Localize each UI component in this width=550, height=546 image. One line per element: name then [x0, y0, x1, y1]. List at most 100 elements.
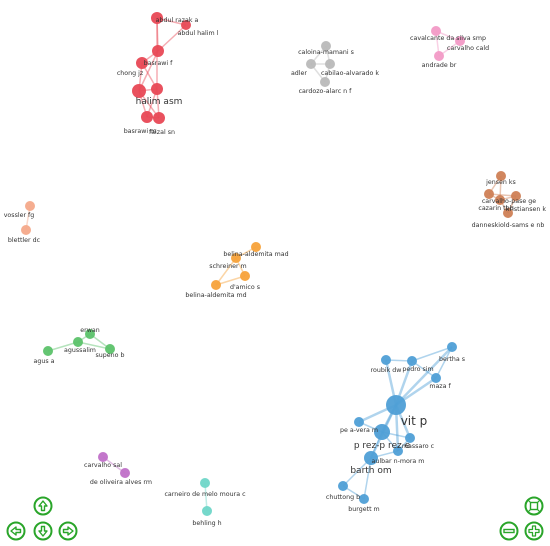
arrow-right-icon — [58, 521, 78, 541]
node-carvalho-cald[interactable] — [455, 36, 465, 46]
pan-right-button[interactable] — [58, 521, 78, 541]
arrow-left-icon — [6, 521, 26, 541]
node-basrawi-m[interactable] — [141, 111, 153, 123]
node-label-halim-asm: halim asm — [136, 97, 183, 107]
node-label-andrade: andrade br — [422, 62, 457, 69]
node-layer[interactable] — [21, 12, 521, 516]
node-oliveira[interactable] — [120, 468, 130, 478]
node-belina-mad[interactable] — [251, 242, 261, 252]
node-label-oliveira: de oliveira alves rm — [90, 479, 152, 486]
node-agussalim[interactable] — [73, 337, 83, 347]
node-perez-vera[interactable] — [354, 417, 364, 427]
node-chong[interactable] — [136, 57, 148, 69]
node-vit[interactable] — [386, 395, 406, 415]
node-roubik[interactable] — [381, 355, 391, 365]
node-belina-md[interactable] — [211, 280, 221, 290]
node-label-vossler: vossler fg — [4, 212, 35, 219]
node-label-massaro: massaro c — [402, 443, 435, 450]
node-kristiansen[interactable] — [511, 191, 521, 201]
node-barth[interactable] — [364, 451, 378, 465]
node-aulbar[interactable] — [393, 446, 403, 456]
node-pedro[interactable] — [407, 356, 417, 366]
node-andrade[interactable] — [434, 51, 444, 61]
node-label-schreiner: schreiner m — [209, 263, 246, 270]
node-label-supeno: supeno b — [96, 352, 125, 359]
node-chuttong[interactable] — [338, 481, 348, 491]
node-vossler[interactable] — [25, 201, 35, 211]
node-label-damico: d'amico s — [230, 284, 260, 291]
node-adler[interactable] — [306, 59, 316, 69]
node-halim2[interactable] — [151, 83, 163, 95]
node-caloina[interactable] — [321, 41, 331, 51]
pan-left-button[interactable] — [6, 521, 26, 541]
node-massaro[interactable] — [405, 433, 415, 443]
node-label-belina-md: belina-aldemita md — [185, 292, 246, 299]
node-behling[interactable] — [202, 506, 212, 516]
edge-layer — [25, 17, 517, 512]
node-label-burgett: burgett m — [348, 506, 379, 513]
edge-agussalim-supeno — [77, 341, 111, 350]
node-faizal[interactable] — [153, 112, 165, 124]
pan-down-button[interactable] — [33, 521, 53, 541]
node-label-vit: vit p — [401, 414, 428, 428]
node-label-carvalho-cald: carvalho cald — [447, 45, 489, 52]
node-label-belina-mad: belina-aldemita mad — [223, 251, 288, 258]
node-label-agus: agus a — [34, 358, 55, 365]
zoom-out-button[interactable] — [499, 521, 519, 541]
node-label-abdul-razak: abdul razak a — [156, 17, 199, 24]
node-cazarin[interactable] — [495, 195, 505, 205]
node-label-cardozo: cardozo-alarc n f — [299, 88, 353, 95]
node-label-erwan: erwan — [80, 327, 99, 334]
label-layer: abdul razak a abdul halim l basrawi fchong… — [4, 17, 547, 527]
node-danneskiold[interactable] — [503, 208, 513, 218]
node-erwan[interactable] — [85, 329, 95, 339]
node-label-caloina: caloina-mamani s — [298, 49, 354, 56]
zoom-fit-button[interactable] — [524, 496, 544, 516]
node-label-basrawi-f: basrawi f — [144, 60, 173, 67]
minus-icon — [499, 521, 519, 541]
plus-icon — [524, 521, 544, 541]
node-label-agussalim: agussalim — [64, 347, 96, 354]
edge-abdul_halim-basrawi_f — [157, 24, 187, 52]
node-cabilao[interactable] — [325, 59, 335, 69]
zoom-in-button[interactable] — [524, 521, 544, 541]
node-agus[interactable] — [43, 346, 53, 356]
node-label-carneiro: carneiro de melo moura c — [164, 491, 246, 498]
node-label-roubik: roubik dw — [371, 367, 402, 374]
node-perez-rez[interactable] — [374, 424, 390, 440]
node-label-carvalho-pase: carvalho-pase ge — [482, 198, 536, 205]
node-label-bertha: bertha s — [439, 356, 465, 363]
node-carvalho-sal[interactable] — [98, 452, 108, 462]
node-label-jensen: jensen ks — [485, 179, 516, 186]
node-blettler[interactable] — [21, 225, 31, 235]
node-maza[interactable] — [431, 373, 441, 383]
node-label-perez-vera: pe a-vera m — [340, 427, 378, 434]
node-cavalcante[interactable] — [431, 26, 441, 36]
node-abdul-razak[interactable] — [151, 12, 163, 24]
node-carneiro[interactable] — [200, 478, 210, 488]
node-label-abdul-halim: abdul halim l — [178, 30, 219, 37]
node-halim-asm[interactable] — [132, 84, 146, 98]
node-carvalho-pase[interactable] — [484, 189, 494, 199]
node-damico[interactable] — [240, 271, 250, 281]
node-label-chuttong: chuttong b — [326, 494, 360, 501]
node-label-cabilao: cabilao-alvarado k — [321, 70, 379, 77]
node-label-kristiansen: kristiansen k — [506, 206, 546, 213]
node-abdul-halim[interactable] — [181, 20, 191, 30]
arrow-up-icon — [33, 496, 53, 516]
node-label-chong: chong jz — [117, 70, 144, 77]
node-label-perez-rez: p rez-p rez e — [354, 441, 411, 451]
node-label-blettler: blettler dc — [8, 237, 41, 244]
node-label-adler: adler — [291, 70, 307, 77]
node-burgett[interactable] — [359, 494, 369, 504]
pan-up-button[interactable] — [33, 496, 53, 516]
node-jensen[interactable] — [496, 171, 506, 181]
node-bertha[interactable] — [447, 342, 457, 352]
node-label-basrawi-m: basrawi m — [124, 128, 157, 135]
node-supeno[interactable] — [105, 344, 115, 354]
node-cardozo[interactable] — [320, 77, 330, 87]
node-label-cazarin: cazarin tbb — [478, 205, 513, 212]
node-schreiner[interactable] — [231, 253, 241, 263]
node-basrawi-f[interactable] — [152, 45, 164, 57]
